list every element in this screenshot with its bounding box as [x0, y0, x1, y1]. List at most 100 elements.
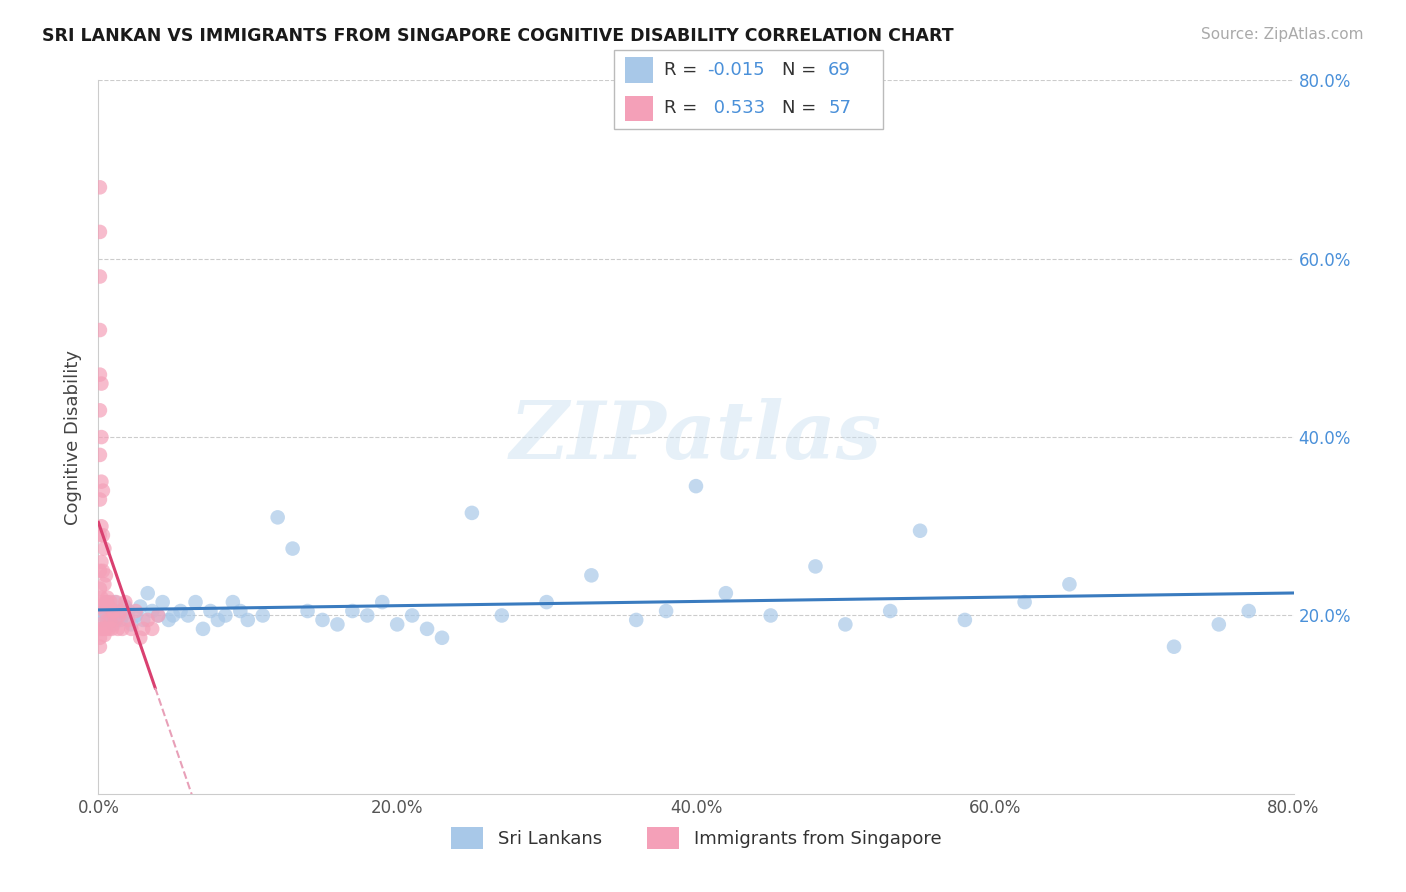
Point: [581, 568, 603, 582]
Point: [89, 269, 111, 284]
Point: [879, 604, 901, 618]
Point: [207, 613, 229, 627]
Point: [184, 595, 207, 609]
Point: [125, 608, 148, 623]
Point: [655, 604, 678, 618]
Point: [1237, 604, 1260, 618]
Point: [90, 519, 112, 533]
Point: [326, 617, 349, 632]
Point: [89, 492, 111, 507]
Point: [685, 479, 707, 493]
Point: [91, 613, 114, 627]
Point: [103, 617, 125, 632]
Point: [107, 608, 129, 623]
Point: [191, 622, 214, 636]
Point: [89, 323, 111, 337]
Point: [311, 613, 333, 627]
Point: [96, 595, 118, 609]
Point: [120, 622, 142, 636]
Point: [200, 604, 222, 618]
Point: [110, 613, 132, 627]
Text: N =: N =: [782, 61, 821, 78]
Point: [136, 586, 159, 600]
Point: [169, 604, 191, 618]
Point: [91, 595, 114, 609]
Point: [89, 225, 111, 239]
Point: [1014, 595, 1036, 609]
Bar: [626, 95, 652, 121]
Point: [281, 541, 304, 556]
Point: [117, 604, 139, 618]
Point: [91, 483, 114, 498]
Point: [125, 604, 148, 618]
Point: [90, 376, 112, 391]
Point: [103, 604, 125, 618]
Point: [252, 608, 274, 623]
Point: [89, 640, 111, 654]
Point: [97, 613, 120, 627]
Point: [120, 617, 142, 632]
Point: [89, 180, 111, 194]
Point: [91, 528, 114, 542]
Point: [97, 599, 120, 614]
Point: [89, 582, 111, 596]
Point: [89, 617, 111, 632]
Point: [108, 604, 131, 618]
Point: [430, 631, 453, 645]
Point: [141, 622, 163, 636]
Text: 0.533: 0.533: [707, 99, 765, 117]
Point: [162, 608, 184, 623]
Text: -0.015: -0.015: [707, 61, 765, 78]
Point: [90, 604, 112, 618]
Point: [371, 595, 394, 609]
Point: [461, 506, 484, 520]
Point: [98, 613, 122, 627]
Point: [236, 613, 259, 627]
Text: Source: ZipAtlas.com: Source: ZipAtlas.com: [1201, 27, 1364, 42]
Point: [94, 622, 117, 636]
Point: [89, 368, 111, 382]
Point: [101, 604, 124, 618]
Y-axis label: Cognitive Disability: Cognitive Disability: [65, 350, 83, 524]
Point: [141, 604, 163, 618]
Point: [90, 475, 112, 489]
Bar: [626, 57, 652, 83]
Point: [94, 599, 117, 614]
Point: [98, 608, 122, 623]
Point: [132, 613, 155, 627]
Point: [536, 595, 558, 609]
Point: [89, 528, 111, 542]
Point: [342, 604, 364, 618]
Point: [104, 613, 127, 627]
Point: [114, 599, 136, 614]
Point: [132, 622, 155, 636]
Text: ZIPatlas: ZIPatlas: [510, 399, 882, 475]
Text: 57: 57: [828, 99, 851, 117]
Point: [101, 622, 124, 636]
Point: [96, 591, 118, 605]
Point: [908, 524, 931, 538]
Point: [148, 608, 170, 623]
Point: [267, 510, 290, 524]
Point: [93, 604, 115, 618]
Point: [104, 595, 127, 609]
Point: [385, 617, 409, 632]
Point: [117, 613, 139, 627]
Point: [157, 613, 180, 627]
Point: [105, 613, 128, 627]
Point: [626, 613, 648, 627]
Point: [129, 631, 152, 645]
Legend: Sri Lankans, Immigrants from Singapore: Sri Lankans, Immigrants from Singapore: [443, 820, 949, 856]
Point: [97, 622, 120, 636]
Point: [91, 622, 114, 636]
Point: [714, 586, 737, 600]
Point: [89, 564, 111, 578]
Point: [111, 622, 134, 636]
Point: [89, 631, 111, 645]
Point: [89, 448, 111, 462]
Point: [110, 604, 132, 618]
Point: [804, 559, 827, 574]
Point: [491, 608, 513, 623]
Point: [1059, 577, 1081, 591]
Point: [91, 564, 114, 578]
